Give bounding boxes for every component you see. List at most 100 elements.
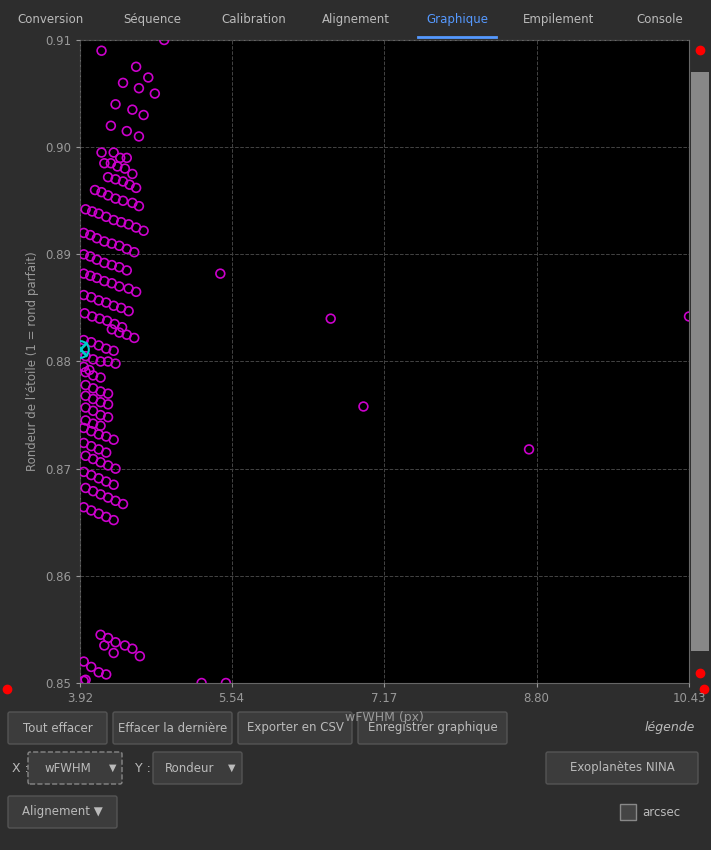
Point xyxy=(78,267,90,280)
Point xyxy=(115,215,127,229)
Point xyxy=(108,646,119,660)
Point xyxy=(102,170,114,184)
Point xyxy=(78,226,90,240)
Point xyxy=(110,192,122,206)
FancyBboxPatch shape xyxy=(8,712,107,744)
Point xyxy=(114,326,125,339)
Text: ▼: ▼ xyxy=(109,763,117,773)
Text: arcsec: arcsec xyxy=(642,806,680,819)
FancyBboxPatch shape xyxy=(113,712,232,744)
Point xyxy=(108,299,119,313)
Point xyxy=(121,124,132,138)
Point xyxy=(95,395,106,409)
Point xyxy=(95,456,106,469)
Point xyxy=(129,332,140,345)
Point xyxy=(138,108,149,122)
Point xyxy=(114,151,126,165)
Point xyxy=(127,642,138,655)
Point xyxy=(80,414,91,428)
Point xyxy=(102,632,114,645)
Point xyxy=(133,82,144,95)
Point xyxy=(78,465,90,479)
Point xyxy=(87,404,99,417)
Point xyxy=(123,218,134,231)
Point xyxy=(220,677,232,690)
Point xyxy=(80,349,91,363)
Point xyxy=(196,677,208,690)
Point xyxy=(96,44,107,58)
Point xyxy=(102,490,114,504)
Point xyxy=(78,654,90,668)
Point xyxy=(110,494,122,507)
Text: légende: légende xyxy=(645,722,695,734)
Point xyxy=(85,269,96,282)
Point xyxy=(87,369,99,382)
Point xyxy=(87,484,99,498)
Point xyxy=(138,224,149,237)
Point xyxy=(93,293,105,307)
Point xyxy=(100,510,112,524)
Point xyxy=(100,475,112,489)
Point xyxy=(106,322,117,336)
Point xyxy=(100,210,112,224)
Point xyxy=(78,360,90,374)
Point xyxy=(95,408,106,422)
Point xyxy=(114,260,125,274)
Point xyxy=(133,199,144,212)
Point xyxy=(99,275,110,288)
Point xyxy=(78,421,90,434)
Point xyxy=(105,156,117,170)
Point xyxy=(108,344,119,358)
Point xyxy=(85,291,97,304)
Point xyxy=(99,638,110,652)
Point xyxy=(85,424,97,438)
Point xyxy=(121,328,132,342)
Point xyxy=(114,239,125,252)
Point xyxy=(102,398,114,411)
Point xyxy=(85,439,97,453)
Point xyxy=(85,468,97,482)
Point xyxy=(80,389,91,403)
Point xyxy=(80,202,91,216)
Point xyxy=(99,156,110,170)
Point xyxy=(95,354,106,368)
Point xyxy=(130,285,141,298)
Point xyxy=(91,231,102,245)
Point xyxy=(130,60,141,74)
Point xyxy=(143,71,154,84)
Text: Console: Console xyxy=(637,13,683,26)
Text: wFWHM: wFWHM xyxy=(45,762,92,774)
Point xyxy=(79,307,90,320)
Point xyxy=(115,301,127,314)
Point xyxy=(102,314,113,327)
Text: X :: X : xyxy=(12,762,29,774)
Point xyxy=(110,173,122,186)
Point xyxy=(100,667,112,681)
Point xyxy=(87,382,99,395)
Point xyxy=(78,247,90,261)
Point xyxy=(95,371,106,384)
Point xyxy=(130,181,141,195)
Point xyxy=(117,194,129,207)
Point xyxy=(358,400,369,413)
Point xyxy=(325,312,336,326)
Text: Tout effacer: Tout effacer xyxy=(23,722,92,734)
Point xyxy=(78,436,90,450)
Point xyxy=(93,507,105,520)
Point xyxy=(102,411,114,424)
Point xyxy=(87,392,99,405)
Point xyxy=(85,660,97,674)
FancyBboxPatch shape xyxy=(153,752,242,784)
Text: Effacer la dernière: Effacer la dernière xyxy=(118,722,227,734)
Point xyxy=(93,338,105,352)
Point xyxy=(159,33,170,47)
Point xyxy=(87,309,98,323)
Text: Conversion: Conversion xyxy=(18,13,84,26)
Point xyxy=(112,160,123,173)
Text: Alignement ▼: Alignement ▼ xyxy=(22,806,103,819)
Point xyxy=(121,151,132,165)
Text: Exporter en CSV: Exporter en CSV xyxy=(247,722,343,734)
Point xyxy=(110,357,122,371)
Point xyxy=(95,385,106,399)
Point xyxy=(523,443,535,456)
